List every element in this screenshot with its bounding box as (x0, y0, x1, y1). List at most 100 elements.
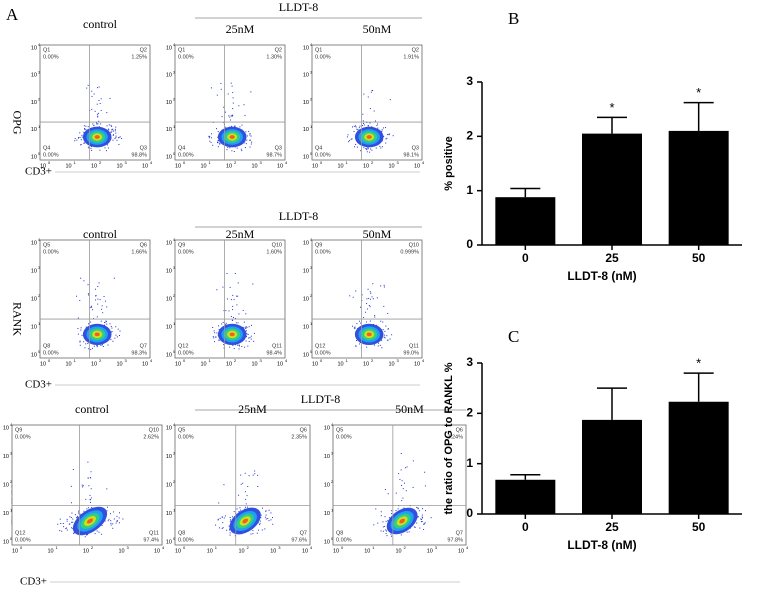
event-dot (244, 346, 246, 348)
event-dot (87, 477, 89, 479)
tick-exponent: 3 (397, 160, 400, 165)
tick-base: 10 (363, 163, 369, 169)
quadrant-name: Q7 (300, 530, 307, 536)
event-dot (250, 338, 252, 340)
event-dot (212, 144, 214, 146)
tick-exponent: 0 (173, 536, 176, 541)
event-dot (244, 147, 246, 149)
event-dot (367, 148, 369, 150)
panel-label: A (6, 5, 19, 24)
event-dot (351, 126, 353, 128)
event-density (366, 332, 372, 337)
tick-exponent: 0 (320, 160, 323, 165)
event-dot (234, 125, 236, 127)
event-dot (96, 123, 98, 125)
event-dot (351, 138, 353, 140)
tick-exponent: 4 (310, 237, 313, 242)
event-dot (257, 486, 259, 488)
quadrant-percent: 98.4% (266, 350, 282, 356)
tick-base: 10 (226, 163, 232, 169)
event-dot (417, 516, 419, 518)
plot-title: 25nM (226, 227, 255, 241)
tick-exponent: 1 (173, 321, 176, 326)
event-dot (63, 526, 65, 528)
event-dot (238, 313, 240, 315)
event-dot (231, 516, 233, 518)
event-dot (355, 345, 357, 347)
event-dot (355, 290, 357, 292)
event-dot (110, 520, 112, 522)
event-dot (356, 146, 358, 148)
bar (495, 197, 556, 245)
event-dot (109, 97, 111, 99)
event-dot (380, 285, 382, 287)
event-dot (371, 296, 373, 298)
tick-base: 10 (31, 240, 37, 246)
event-dot (75, 517, 77, 519)
event-dot (87, 84, 89, 86)
event-dot (91, 95, 93, 97)
tick-exponent: 0 (48, 160, 51, 165)
event-dot (232, 344, 234, 346)
event-dot (412, 486, 414, 488)
quadrant-name: Q1 (43, 47, 50, 53)
event-dot (404, 467, 406, 469)
tick-base: 10 (427, 548, 433, 554)
plot-title: 50nM (363, 22, 392, 36)
tick-base: 10 (175, 163, 181, 169)
plot-title: control (83, 17, 118, 31)
event-dot (377, 345, 379, 347)
tick-base: 10 (31, 127, 37, 133)
event-dot (111, 128, 113, 130)
event-dot (100, 98, 102, 100)
event-dot (106, 323, 108, 325)
event-dot (112, 134, 114, 136)
event-dot (74, 138, 76, 140)
quadrant-name: Q2 (140, 47, 147, 53)
event-dot (252, 474, 254, 476)
event-dot (238, 344, 240, 346)
tick-base: 10 (333, 548, 339, 554)
x-tick-label: 50 (692, 251, 706, 265)
event-dot (248, 475, 250, 477)
event-dot (77, 333, 79, 335)
event-dot (383, 305, 385, 307)
event-dot (236, 304, 238, 306)
event-dot (223, 122, 225, 124)
event-dot (365, 321, 367, 323)
event-dot (238, 348, 240, 350)
event-dot (247, 506, 249, 508)
tick-exponent: 4 (162, 545, 165, 550)
tick-base: 10 (226, 361, 232, 367)
event-dot (118, 522, 120, 524)
event-dot (363, 316, 365, 318)
quadrant-name: Q10 (149, 427, 159, 433)
event-dot (374, 344, 376, 346)
y-tick-label: 3 (466, 74, 473, 88)
event-dot (96, 122, 98, 124)
quadrant-percent: 0.00% (336, 537, 352, 543)
event-dot (252, 530, 254, 532)
event-dot (270, 512, 272, 514)
tick-base: 10 (116, 361, 122, 367)
y-axis-label: the ratio of OPG to RANKL % (443, 362, 455, 514)
event-dot (366, 151, 368, 153)
event-dot (91, 108, 93, 110)
event-dot (245, 143, 247, 145)
event-dot (390, 533, 392, 535)
event-dot (89, 501, 91, 503)
event-dot (397, 508, 399, 510)
event-dot (234, 317, 236, 319)
event-dot (372, 283, 374, 285)
event-dot (232, 115, 234, 117)
event-dot (72, 518, 74, 520)
event-dot (66, 518, 68, 520)
event-dot (102, 312, 104, 314)
event-dot (234, 535, 236, 537)
event-dot (87, 461, 89, 463)
quadrant-percent: 2.35% (291, 434, 307, 440)
event-dot (115, 326, 117, 328)
event-dot (253, 332, 255, 334)
tick-exponent: 0 (341, 545, 344, 550)
event-dot (226, 149, 228, 151)
